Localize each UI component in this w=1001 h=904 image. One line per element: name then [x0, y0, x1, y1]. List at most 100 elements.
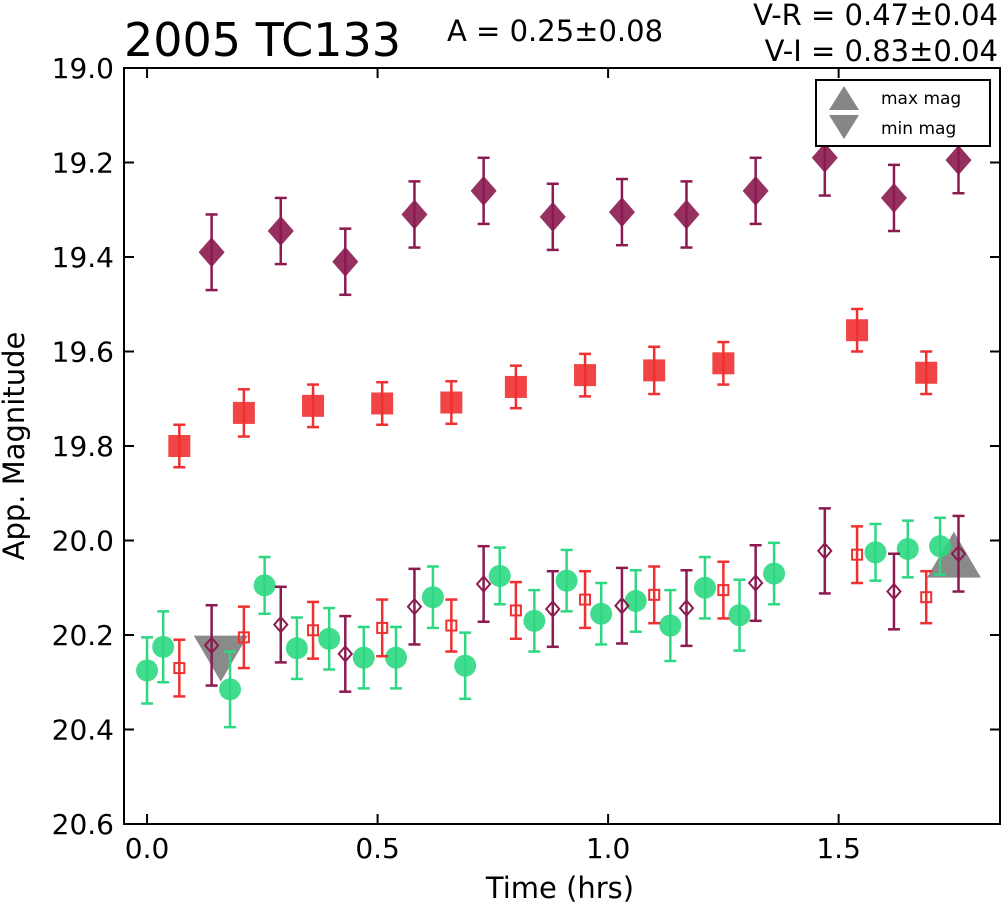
data-point [574, 364, 597, 387]
data-point [673, 199, 700, 230]
data-point [376, 621, 389, 634]
color-index-vi: V-I = 0.83±0.04 [765, 34, 998, 68]
y-tick-label: 19.4 [52, 241, 114, 274]
series-3 [173, 525, 933, 698]
data-point [337, 644, 354, 663]
x-tick-label: 1.0 [586, 832, 631, 865]
data-point [864, 541, 887, 564]
data-point [173, 662, 186, 675]
y-tick-label: 19.6 [52, 336, 114, 369]
error-bar [205, 603, 218, 687]
data-point [728, 604, 751, 627]
data-point [544, 599, 561, 619]
error-bar [477, 544, 490, 624]
data-point [445, 619, 458, 632]
data-point [590, 602, 613, 625]
data-point [509, 604, 522, 617]
error-bar [376, 598, 389, 658]
error-bar [749, 543, 762, 623]
error-bar [307, 600, 320, 660]
data-point [371, 392, 394, 415]
data-point [421, 586, 444, 609]
data-point [624, 589, 647, 612]
data-point [332, 246, 359, 277]
data-point [712, 352, 735, 375]
data-point [253, 574, 276, 597]
plot-area [136, 118, 981, 729]
data-point [488, 564, 511, 587]
data-point [440, 391, 463, 414]
data-point [886, 582, 902, 601]
data-point [232, 401, 255, 424]
data-point [880, 182, 907, 213]
data-point [608, 197, 635, 228]
data-point [285, 637, 308, 660]
series-2 [136, 516, 952, 729]
data-point [648, 588, 661, 601]
series-0 [198, 118, 972, 297]
data-point [643, 359, 666, 382]
legend: max mag min mag [815, 79, 991, 147]
data-point [929, 535, 952, 558]
legend-min-mag-marker [829, 115, 859, 139]
legend-max-mag-marker [829, 86, 859, 110]
error-bar [680, 569, 693, 648]
y-tick-label: 20.0 [52, 525, 114, 558]
error-bar [851, 525, 864, 585]
data-point [896, 538, 919, 561]
data-point [307, 624, 320, 637]
data-point [318, 627, 341, 650]
x-tick-label: 0.0 [125, 832, 170, 865]
data-point [470, 175, 497, 206]
data-point [475, 574, 492, 593]
error-bar [818, 507, 831, 595]
y-axis-label: App. Magnitude [0, 332, 31, 561]
amplitude-label: A = 0.25±0.08 [447, 14, 663, 48]
data-point [950, 544, 967, 563]
error-bar [445, 598, 458, 653]
chart-title: 2005 TC133 [124, 13, 401, 67]
color-index-vr: V-R = 0.47±0.04 [753, 0, 998, 32]
data-point [401, 199, 428, 230]
legend-min-mag-label: min mag [881, 119, 956, 139]
error-bar [648, 565, 661, 625]
data-point [523, 609, 546, 632]
data-point [203, 636, 220, 655]
data-point [152, 635, 175, 658]
data-point [659, 614, 682, 637]
y-tick-label: 19.8 [52, 430, 114, 463]
series-4 [203, 507, 967, 693]
error-bar [237, 605, 250, 670]
data-point [742, 175, 769, 206]
x-tick-label: 0.5 [355, 832, 400, 865]
error-bar [274, 585, 287, 664]
data-point [811, 142, 838, 173]
error-bar [952, 514, 965, 593]
x-axis-label: Time (hrs) [485, 871, 634, 904]
data-point [136, 659, 159, 682]
error-bar [887, 552, 900, 631]
data-point [539, 201, 566, 232]
data-point [406, 597, 423, 616]
error-bar [717, 560, 730, 620]
data-point [915, 361, 938, 384]
data-point [763, 562, 786, 585]
data-point [267, 216, 294, 247]
series-1 [168, 307, 938, 469]
data-point [237, 631, 250, 644]
data-point [920, 591, 933, 604]
error-bar [615, 566, 628, 645]
data-point [302, 394, 325, 417]
data-point [555, 569, 578, 592]
y-tick-label: 19.0 [52, 52, 114, 85]
data-point [846, 319, 869, 342]
error-bar [579, 569, 592, 630]
legend-max-mag-label: max mag [881, 89, 961, 109]
data-point [504, 375, 527, 398]
data-point [747, 573, 764, 593]
data-point [454, 654, 477, 677]
error-bar [509, 580, 522, 641]
data-point [816, 541, 833, 560]
